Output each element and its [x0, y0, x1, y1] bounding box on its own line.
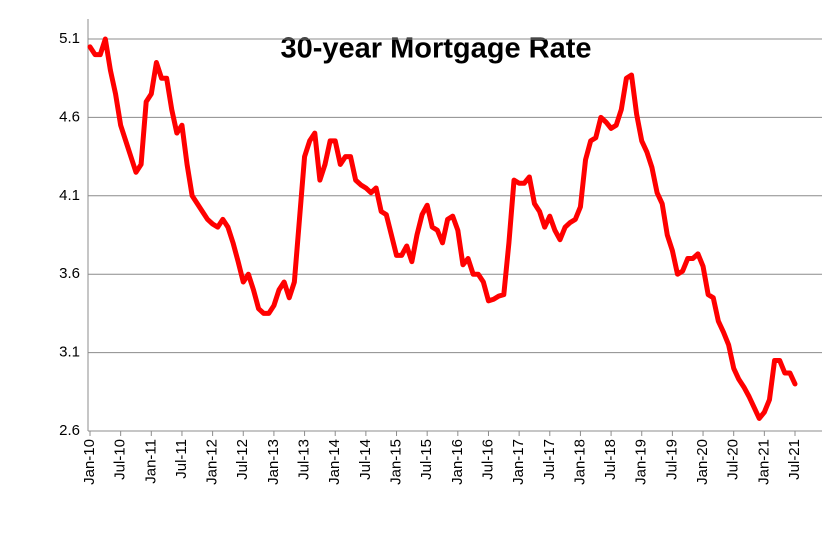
x-tick-label: Jul-21: [786, 439, 803, 480]
x-tick-label: Jan-18: [571, 439, 588, 485]
chart-title: 30-year Mortgage Rate: [280, 33, 591, 65]
x-tick-label: Jul-16: [479, 439, 496, 480]
x-tick-label: Jan-20: [694, 439, 711, 485]
y-tick-label: 4.1: [59, 187, 80, 204]
x-tick-label: Jan-13: [265, 439, 282, 485]
x-tick-label: Jan-15: [387, 439, 404, 485]
x-tick-label: Jul-17: [541, 439, 558, 480]
y-tick-label: 3.1: [59, 344, 80, 361]
x-tick-label: Jul-18: [602, 439, 619, 480]
line: [87, 36, 798, 421]
x-tick-label: Jul-10: [112, 439, 129, 480]
x-tick-label: Jul-19: [663, 439, 680, 480]
x-tick-label: Jan-11: [142, 439, 159, 484]
x-tick-label: Jan-10: [81, 439, 98, 485]
y-tick-label: 5.1: [59, 30, 80, 47]
y-tick-label: 4.6: [59, 108, 80, 125]
x-tick-label: Jan-17: [510, 439, 527, 485]
x-tick-label: Jul-20: [725, 439, 742, 480]
x-tick-label: Jan-21: [755, 439, 772, 485]
y-tick-label: 2.6: [59, 422, 80, 439]
y-tick-label: 3.6: [59, 265, 80, 282]
x-tick-label: Jul-13: [296, 439, 313, 480]
x-tick-label: Jul-11: [173, 439, 190, 479]
x-tick-label: Jul-14: [357, 439, 374, 480]
x-tick-label: Jan-19: [633, 439, 650, 485]
x-tick-label: Jan-14: [326, 439, 343, 485]
x-tick-label: Jul-15: [418, 439, 435, 480]
x-tick-label: Jan-12: [204, 439, 221, 485]
x-tick-label: Jan-16: [449, 439, 466, 485]
x-tick-label: Jul-12: [234, 439, 251, 480]
